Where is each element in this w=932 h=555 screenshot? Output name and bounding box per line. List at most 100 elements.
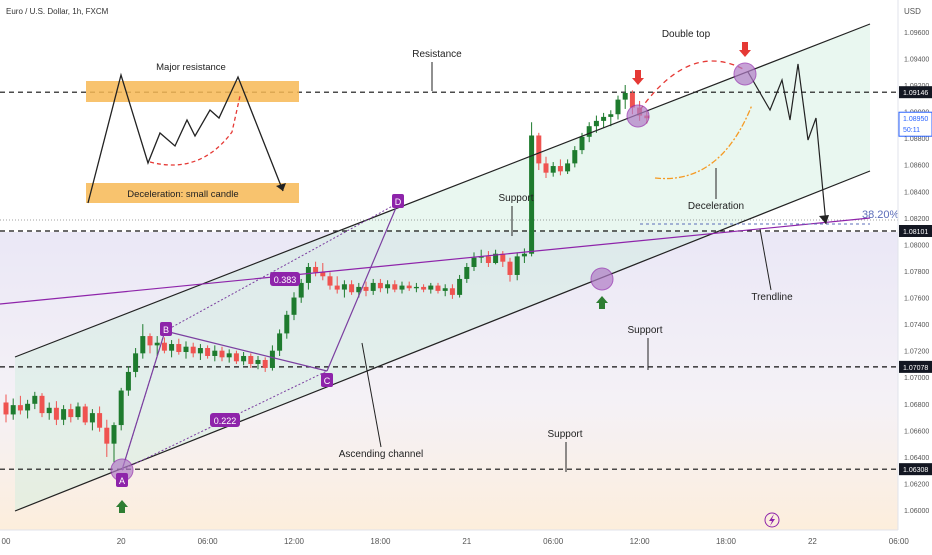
channel-lower-line	[14, 170, 871, 512]
candle-body	[104, 427, 110, 444]
channel-pointer	[361, 342, 382, 448]
price-label-box	[899, 86, 932, 99]
candle-body	[507, 261, 513, 275]
candle-body	[298, 282, 304, 298]
fib-0383-tag: 0.383	[270, 272, 300, 286]
candle-body	[53, 407, 59, 420]
price-tick-label: 1.09600	[904, 30, 929, 37]
candle-body	[521, 253, 527, 257]
price-tick-label: 1.06800	[904, 402, 929, 409]
time-label: 06:00	[198, 537, 219, 546]
candle-body	[46, 407, 52, 414]
price-tick-label: 1.08200	[904, 216, 929, 223]
candle-body	[471, 257, 477, 267]
candle-body	[17, 405, 23, 411]
candle-body	[413, 286, 419, 289]
price-tick-label: 1.06000	[904, 508, 929, 515]
price-tick-label: 1.06600	[904, 428, 929, 435]
abcd-line-cd	[326, 202, 399, 372]
candle-body	[10, 405, 16, 415]
label-support-low: Support	[547, 429, 582, 440]
price-tick-label: 1.06400	[904, 455, 929, 462]
marker-circle-top2	[733, 62, 757, 86]
price-tick-label: 1.08600	[904, 163, 929, 170]
price-tick-label: 1.06200	[904, 482, 929, 489]
time-label: 22	[808, 537, 817, 546]
candle-body	[550, 166, 556, 173]
candle-body	[89, 413, 95, 423]
candle-body	[565, 163, 571, 172]
channel-upper-line	[14, 23, 871, 358]
candle-body	[341, 284, 347, 290]
label-double-top: Double top	[662, 29, 711, 40]
price-label-countdown: 50:11	[903, 127, 920, 134]
time-label: 06:00	[543, 537, 564, 546]
candle-body	[125, 371, 131, 391]
svg-text:0.383: 0.383	[274, 275, 297, 285]
label-major-resistance: Major resistance	[156, 62, 226, 73]
time-label: 21	[462, 537, 471, 546]
candle-body	[97, 413, 103, 428]
candle-body	[421, 286, 427, 290]
price-tick-label: 1.07000	[904, 375, 929, 382]
label-deceleration: Deceleration	[688, 201, 744, 212]
candle-body	[111, 425, 117, 444]
candle-body	[277, 333, 283, 351]
candle-body	[233, 353, 239, 362]
candle-body	[514, 256, 520, 275]
label-fib-382: 38.20%	[862, 209, 900, 221]
currency-label: USD	[904, 7, 921, 16]
candle-body	[190, 346, 196, 354]
candle-body	[154, 342, 160, 346]
double-top-arc	[639, 60, 746, 111]
abcd-line-ab	[121, 330, 166, 471]
candle-body	[161, 342, 167, 351]
label-ascending-channel: Ascending channel	[339, 449, 424, 460]
candle-body	[255, 359, 261, 364]
price-labels: 1.09146 1.08101 1.07078 1.06308 1.08950 50:11	[898, 86, 932, 476]
candle-body	[82, 406, 88, 423]
price-tick-label: 1.07800	[904, 269, 929, 276]
deceleration-zone	[86, 183, 299, 203]
price-tick-label: 1.08400	[904, 189, 929, 196]
price-label-text: 1.07078	[903, 365, 928, 372]
candle-body	[68, 409, 74, 418]
candle-body	[25, 403, 31, 411]
projection-path	[747, 63, 827, 225]
candle-body	[197, 348, 203, 354]
sketch-dashed-arc	[149, 95, 241, 166]
candle-body	[334, 285, 340, 290]
candle-body	[320, 272, 326, 277]
candle-body	[118, 390, 124, 426]
label-support-mid: Support	[627, 325, 662, 336]
candle-body	[176, 344, 182, 353]
candle-body	[457, 278, 463, 295]
candle-body	[608, 114, 614, 117]
label-trendline: Trendline	[751, 292, 793, 303]
candle-body	[219, 350, 225, 358]
marker-circle-support	[590, 267, 614, 291]
point-c-tag: C	[321, 373, 333, 387]
candle-body	[75, 406, 81, 418]
candle-body	[284, 314, 290, 334]
price-label-text: 1.06308	[903, 467, 928, 474]
lightning-icon[interactable]	[764, 512, 780, 528]
candle-body	[32, 395, 38, 404]
time-label: 18:00	[716, 537, 737, 546]
candle-body	[133, 353, 139, 372]
candle-body	[356, 286, 362, 293]
time-label: 18:00	[370, 537, 391, 546]
candle-body	[615, 99, 621, 115]
price-tick-label: 1.08000	[904, 242, 929, 249]
candle-body	[248, 355, 254, 364]
label-support-upper: Support	[498, 193, 533, 204]
candle-body	[39, 395, 45, 414]
point-d-tag: D	[392, 194, 404, 208]
candle-body	[61, 409, 67, 420]
trendline	[0, 217, 871, 305]
abcd-dotted-bd	[164, 202, 399, 332]
candle-body	[349, 284, 355, 293]
abcd-line-bc	[164, 330, 328, 372]
